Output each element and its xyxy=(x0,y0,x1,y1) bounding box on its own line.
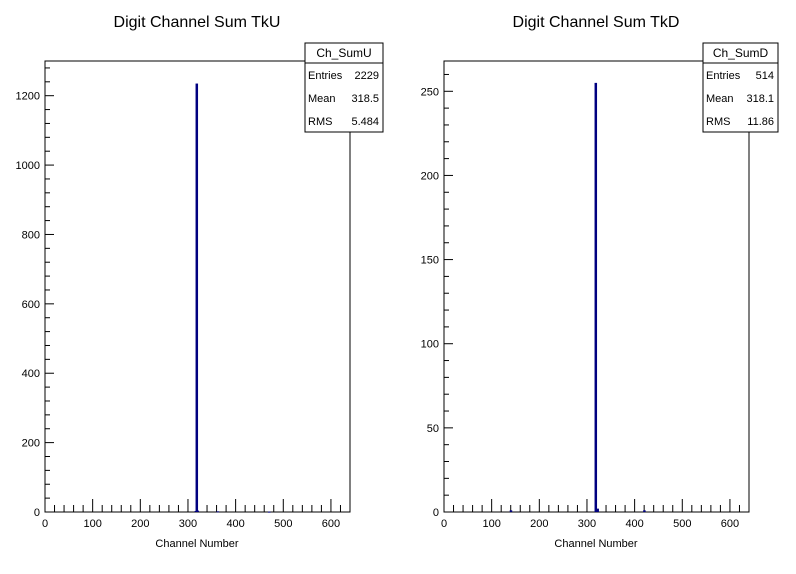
histogram-bin xyxy=(216,511,220,513)
y-tick-label: 600 xyxy=(22,299,40,311)
stats-value: 318.5 xyxy=(351,93,379,105)
stats-name: Ch_SumU xyxy=(316,46,371,60)
x-tick-label: 400 xyxy=(226,518,244,530)
stats-value: 318.1 xyxy=(746,93,774,105)
stats-label: RMS xyxy=(308,116,332,128)
x-axis-label: Channel Number xyxy=(155,538,238,550)
x-tick-label: 100 xyxy=(482,518,500,530)
x-tick-label: 500 xyxy=(274,518,292,530)
stats-value: 5.484 xyxy=(351,116,379,128)
histogram-bin xyxy=(596,508,599,512)
y-tick-label: 400 xyxy=(22,368,40,380)
stats-label: Mean xyxy=(308,93,336,105)
stats-label: Mean xyxy=(706,93,734,105)
histogram-bin xyxy=(195,83,199,513)
stats-value: 2229 xyxy=(355,70,379,82)
x-tick-label: 200 xyxy=(131,518,149,530)
histogram-bin xyxy=(196,510,199,512)
stats-label: RMS xyxy=(706,116,730,128)
x-tick-label: 300 xyxy=(578,518,596,530)
y-tick-label: 800 xyxy=(22,229,40,241)
y-tick-label: 1200 xyxy=(16,91,40,103)
x-tick-label: 600 xyxy=(322,518,340,530)
y-tick-label: 200 xyxy=(421,170,439,182)
x-axis-label: Channel Number xyxy=(554,538,637,550)
x-tick-label: 200 xyxy=(530,518,548,530)
x-tick-label: 0 xyxy=(42,518,48,530)
x-tick-label: 300 xyxy=(179,518,197,530)
histogram-bin xyxy=(267,511,271,513)
stats-value: 514 xyxy=(756,70,774,82)
x-tick-label: 600 xyxy=(721,518,739,530)
stats-label: Entries xyxy=(706,70,741,82)
y-tick-label: 0 xyxy=(433,507,439,519)
x-tick-label: 100 xyxy=(83,518,101,530)
stats-value: 11.86 xyxy=(747,116,774,128)
stats-box xyxy=(304,42,384,133)
x-tick-label: 0 xyxy=(441,518,447,530)
y-tick-label: 1000 xyxy=(16,160,40,172)
x-tick-label: 400 xyxy=(625,518,643,530)
y-tick-label: 200 xyxy=(22,438,40,450)
x-tick-label: 500 xyxy=(673,518,691,530)
histogram-bin xyxy=(594,82,598,513)
chart-title: Digit Channel Sum TkU xyxy=(114,14,281,31)
stats-box xyxy=(702,42,779,133)
histogram-bin xyxy=(509,510,513,512)
y-tick-label: 50 xyxy=(427,423,439,435)
y-tick-label: 150 xyxy=(421,255,439,267)
y-tick-label: 0 xyxy=(34,507,40,519)
histogram-bin xyxy=(643,510,646,512)
stats-label: Entries xyxy=(308,70,343,82)
chart-title: Digit Channel Sum TkD xyxy=(513,14,680,31)
y-tick-label: 100 xyxy=(421,339,439,351)
y-tick-label: 250 xyxy=(421,86,439,98)
stats-name: Ch_SumD xyxy=(713,46,769,60)
